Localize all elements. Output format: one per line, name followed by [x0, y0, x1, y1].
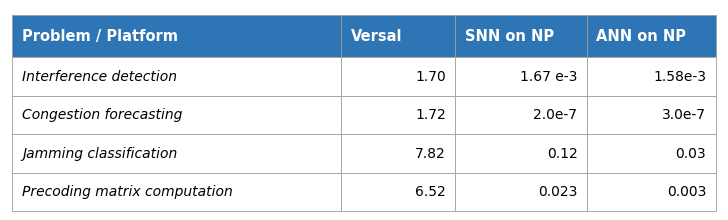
Bar — [341, 173, 456, 211]
Bar — [587, 96, 716, 134]
Text: 1.72: 1.72 — [415, 108, 446, 122]
Text: 0.023: 0.023 — [538, 185, 577, 199]
Text: Interference detection: Interference detection — [22, 70, 177, 84]
Text: Precoding matrix computation: Precoding matrix computation — [22, 185, 232, 199]
Text: 0.03: 0.03 — [676, 147, 706, 161]
Text: 1.58e-3: 1.58e-3 — [653, 70, 706, 84]
Text: Jamming classification: Jamming classification — [22, 147, 177, 161]
Bar — [456, 57, 587, 96]
Bar — [12, 15, 341, 57]
Bar — [341, 57, 456, 96]
Bar — [341, 134, 456, 173]
Text: 2.0e-7: 2.0e-7 — [534, 108, 577, 122]
Bar — [587, 134, 716, 173]
Bar — [456, 15, 587, 57]
Text: 7.82: 7.82 — [415, 147, 446, 161]
Text: Congestion forecasting: Congestion forecasting — [22, 108, 182, 122]
Bar — [456, 173, 587, 211]
Bar — [341, 15, 456, 57]
Text: 1.70: 1.70 — [415, 70, 446, 84]
Bar — [341, 96, 456, 134]
Bar — [12, 134, 341, 173]
Bar — [587, 15, 716, 57]
Bar — [456, 96, 587, 134]
Text: 3.0e-7: 3.0e-7 — [662, 108, 706, 122]
Bar — [456, 134, 587, 173]
Text: 0.003: 0.003 — [667, 185, 706, 199]
Text: 6.52: 6.52 — [415, 185, 446, 199]
Text: SNN on NP: SNN on NP — [465, 29, 554, 44]
Text: 0.12: 0.12 — [547, 147, 577, 161]
Text: ANN on NP: ANN on NP — [596, 29, 687, 44]
Text: Versal: Versal — [351, 29, 403, 44]
Bar — [12, 57, 341, 96]
Text: Problem / Platform: Problem / Platform — [22, 29, 178, 44]
Bar — [12, 96, 341, 134]
Bar — [587, 57, 716, 96]
Text: 1.67 e-3: 1.67 e-3 — [520, 70, 577, 84]
Bar — [587, 173, 716, 211]
Bar — [12, 173, 341, 211]
